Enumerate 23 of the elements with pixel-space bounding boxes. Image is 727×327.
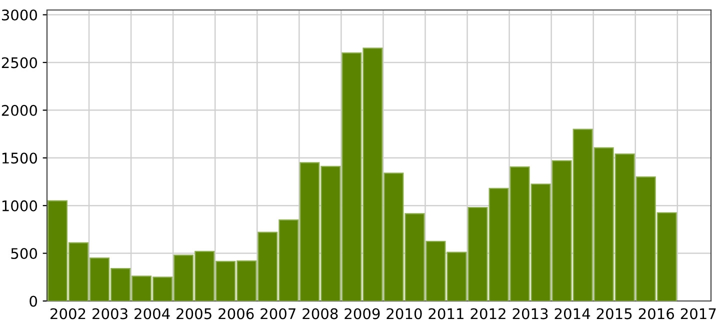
x-tick-label: 2009 — [344, 308, 380, 320]
x-tick-label: 2007 — [260, 308, 296, 320]
y-tick-label: 3000 — [2, 9, 38, 21]
y-tick-label: 0 — [30, 296, 38, 307]
x-tick-label: 2013 — [512, 308, 548, 320]
x-tick-label: 2012 — [470, 308, 506, 320]
y-tick-label: 1000 — [2, 200, 38, 212]
x-tick-label: 2014 — [554, 308, 590, 320]
x-tick-label: 2016 — [638, 308, 674, 320]
x-tick-label: 2017 — [680, 308, 716, 320]
x-tick-label: 2010 — [386, 308, 422, 320]
x-tick-label: 2002 — [50, 308, 86, 320]
x-tick-label: 2004 — [134, 308, 170, 320]
x-tick-label: 2008 — [302, 308, 338, 320]
y-tick-label: 2000 — [2, 104, 38, 116]
y-tick-label: 2500 — [2, 57, 38, 68]
y-tick-label: 1500 — [2, 152, 38, 164]
x-tick-label: 2003 — [92, 308, 128, 320]
y-tick-label: 500 — [11, 248, 38, 260]
x-tick-label: 2015 — [596, 308, 632, 320]
x-tick-label: 2011 — [428, 308, 464, 320]
x-tick-label: 2006 — [218, 308, 254, 320]
x-tick-label: 2005 — [176, 308, 212, 320]
